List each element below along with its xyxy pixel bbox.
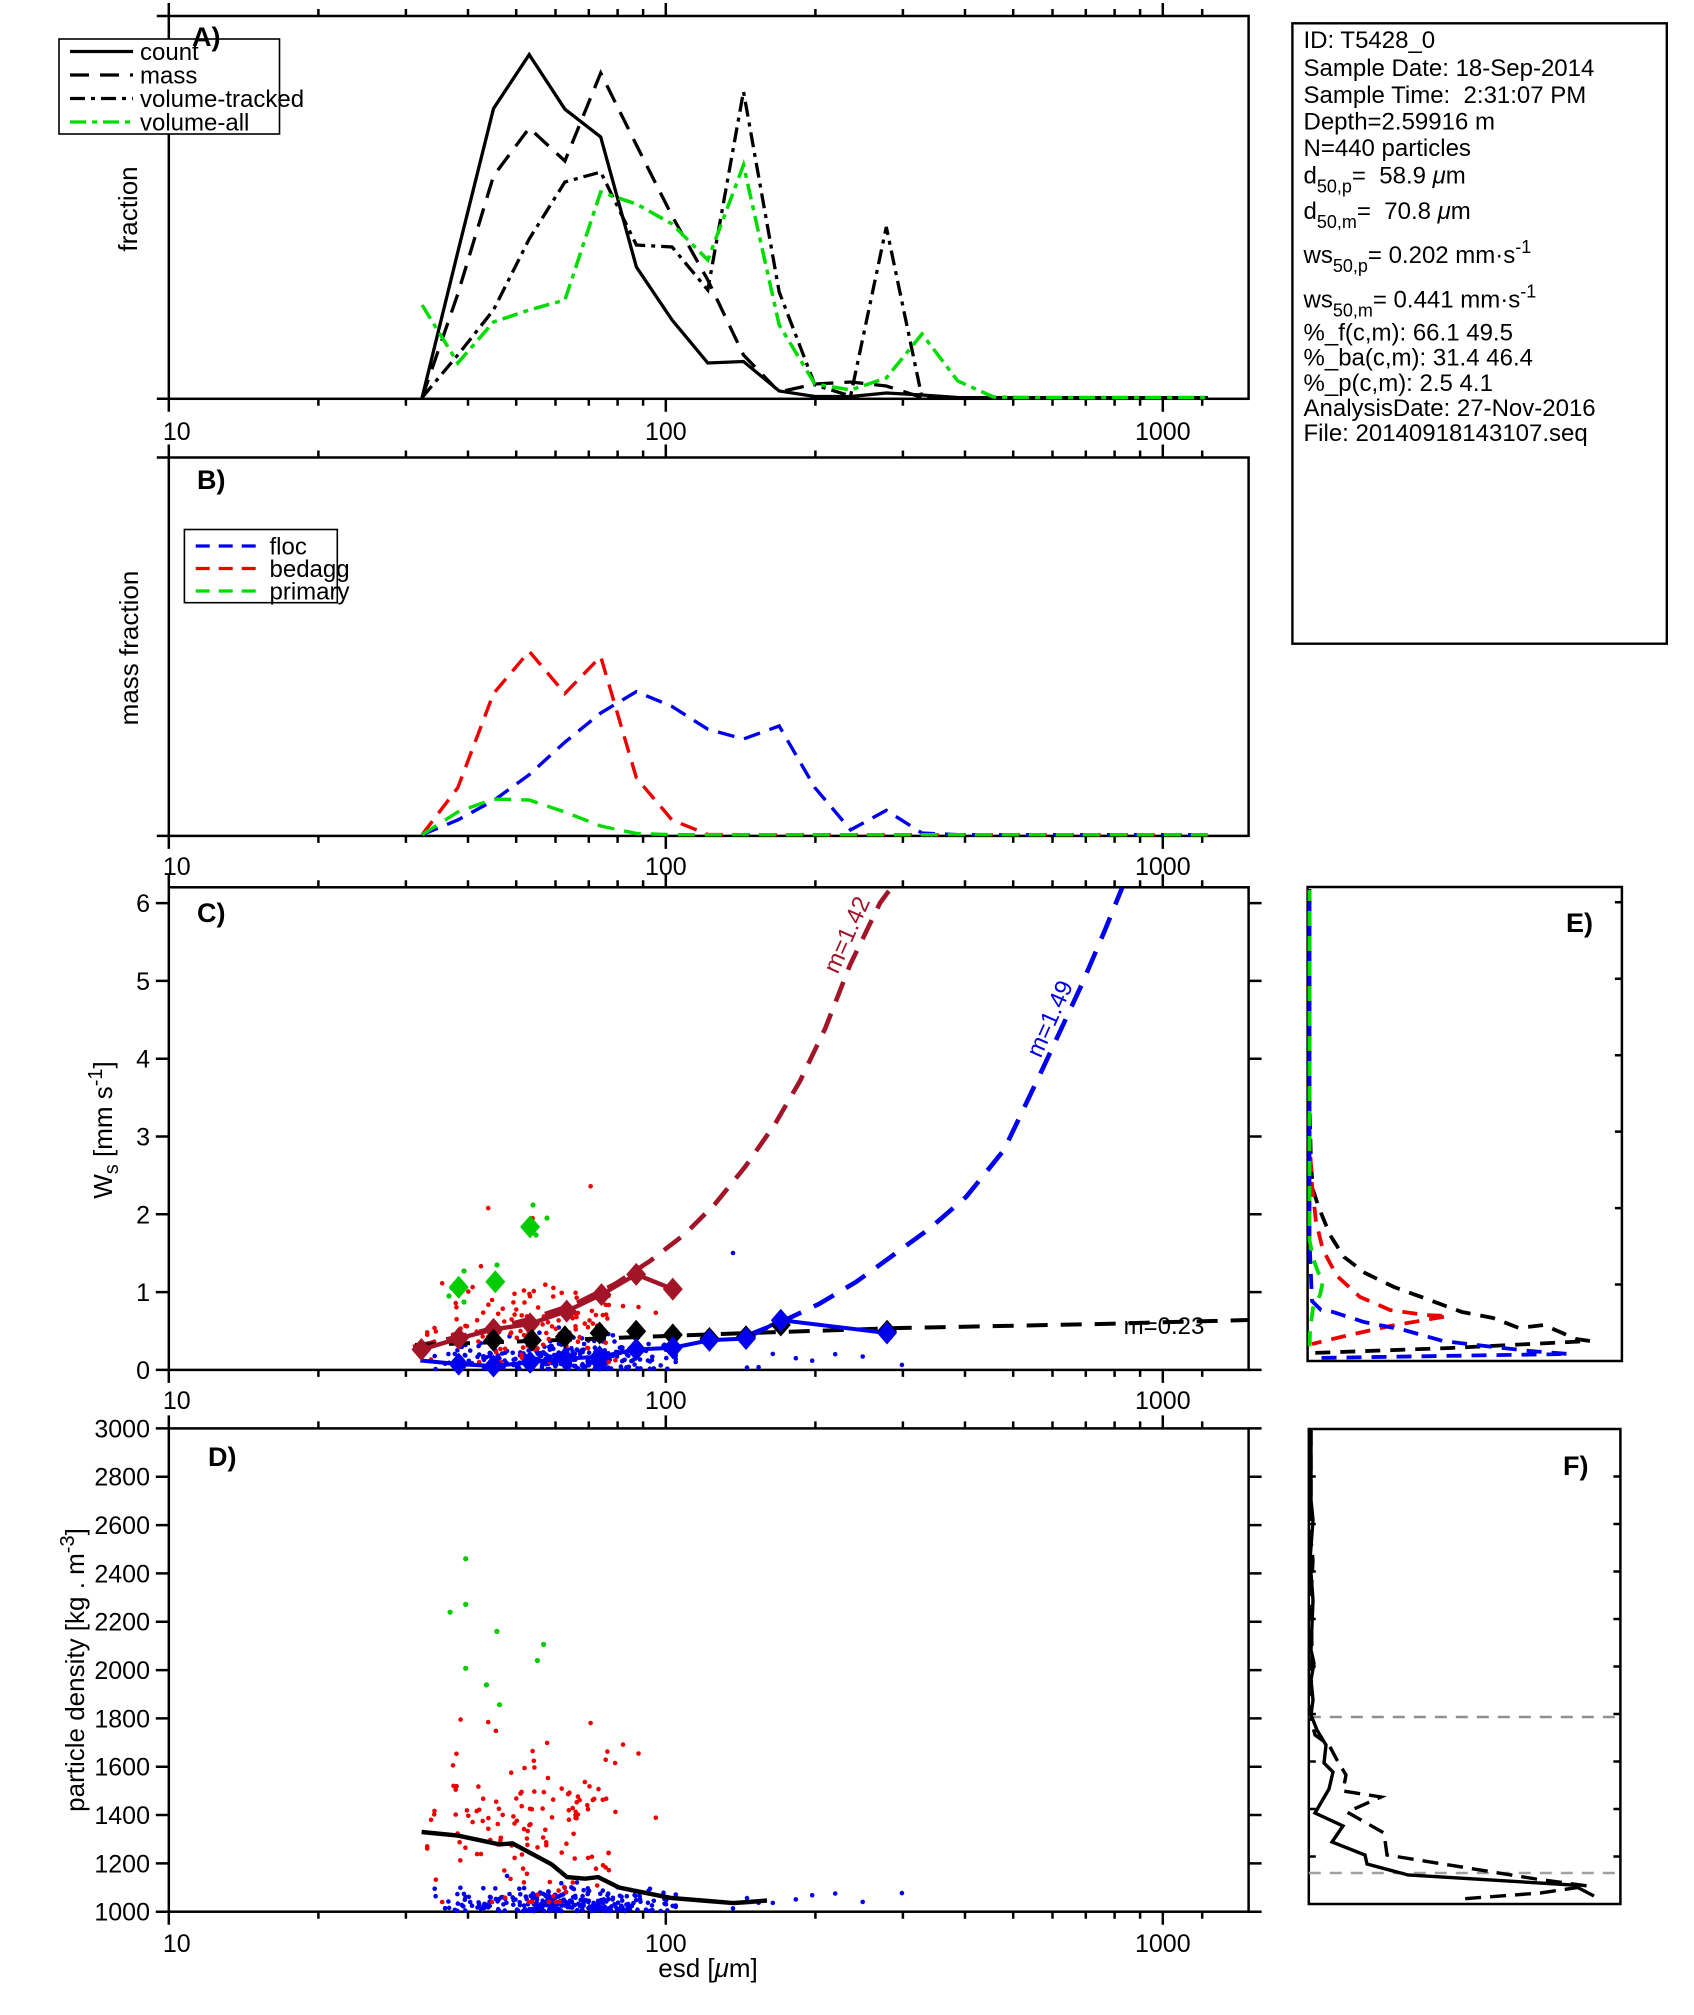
- svg-text:100: 100: [645, 1387, 687, 1415]
- svg-text:B): B): [197, 465, 226, 495]
- svg-text:10: 10: [163, 1387, 191, 1415]
- svg-text:1600: 1600: [94, 1754, 150, 1782]
- svg-text:2800: 2800: [94, 1464, 150, 1492]
- svg-text:10: 10: [163, 418, 191, 446]
- svg-text:File: 20140918143107.seq: File: 20140918143107.seq: [1304, 420, 1588, 447]
- svg-text:1400: 1400: [94, 1802, 150, 1830]
- svg-text:100: 100: [645, 418, 687, 446]
- svg-text:10: 10: [163, 1930, 191, 1958]
- svg-text:mass: mass: [140, 63, 197, 90]
- svg-text:1000: 1000: [1135, 1930, 1191, 1958]
- svg-text:1800: 1800: [94, 1705, 150, 1733]
- svg-text:1: 1: [136, 1279, 150, 1307]
- svg-text:AnalysisDate: 27-Nov-2016: AnalysisDate: 27-Nov-2016: [1304, 395, 1596, 422]
- svg-text:volume-tracked: volume-tracked: [140, 86, 304, 113]
- svg-text:primary: primary: [270, 579, 350, 606]
- svg-text:N=440 particles: N=440 particles: [1304, 135, 1471, 162]
- svg-text:D): D): [208, 1442, 237, 1472]
- svg-text:3: 3: [136, 1124, 150, 1152]
- svg-text:esd [μm]: esd [μm]: [658, 1953, 758, 1983]
- svg-text:1000: 1000: [1135, 1387, 1191, 1415]
- svg-text:floc: floc: [270, 534, 307, 561]
- svg-text:mass fraction: mass fraction: [114, 571, 144, 726]
- svg-text:F): F): [1563, 1451, 1588, 1481]
- svg-text:1200: 1200: [94, 1850, 150, 1878]
- svg-text:3000: 3000: [94, 1415, 150, 1443]
- svg-text:Sample Date: 18-Sep-2014: Sample Date: 18-Sep-2014: [1304, 55, 1595, 82]
- svg-text:2: 2: [136, 1201, 150, 1229]
- svg-text:m=0.23: m=0.23: [1124, 1313, 1205, 1340]
- svg-text:bedagg: bedagg: [270, 556, 350, 583]
- svg-text:particle density [kg . m-3]: particle density [kg . m-3]: [57, 1528, 90, 1812]
- svg-text:A): A): [192, 22, 221, 52]
- svg-text:4: 4: [136, 1046, 150, 1074]
- svg-text:fraction: fraction: [113, 166, 143, 251]
- svg-text:E): E): [1566, 908, 1593, 938]
- svg-text:%_f(c,m): 66.1 49.5: %_f(c,m): 66.1 49.5: [1304, 320, 1513, 347]
- svg-text:Depth=2.59916 m: Depth=2.59916 m: [1304, 109, 1495, 136]
- svg-text:10: 10: [163, 853, 191, 881]
- svg-text:%_ba(c,m): 31.4 46.4: %_ba(c,m): 31.4 46.4: [1304, 345, 1533, 372]
- svg-text:2600: 2600: [94, 1512, 150, 1540]
- svg-text:count: count: [140, 39, 199, 66]
- svg-text:2200: 2200: [94, 1609, 150, 1637]
- svg-text:2000: 2000: [94, 1657, 150, 1685]
- svg-text:ID: T5428_0: ID: T5428_0: [1304, 27, 1436, 54]
- svg-text:1000: 1000: [94, 1899, 150, 1927]
- svg-text:100: 100: [645, 1930, 687, 1958]
- svg-text:C): C): [197, 898, 226, 928]
- svg-text:1000: 1000: [1135, 418, 1191, 446]
- svg-text:6: 6: [136, 890, 150, 918]
- svg-text:0: 0: [136, 1357, 150, 1385]
- svg-text:2400: 2400: [94, 1560, 150, 1588]
- svg-text:Sample Time: 2:31:07 PM: Sample Time: 2:31:07 PM: [1304, 82, 1587, 109]
- svg-text:5: 5: [136, 968, 150, 996]
- svg-text:volume-all: volume-all: [140, 110, 249, 137]
- svg-text:%_p(c,m): 2.5 4.1: %_p(c,m): 2.5 4.1: [1304, 370, 1493, 397]
